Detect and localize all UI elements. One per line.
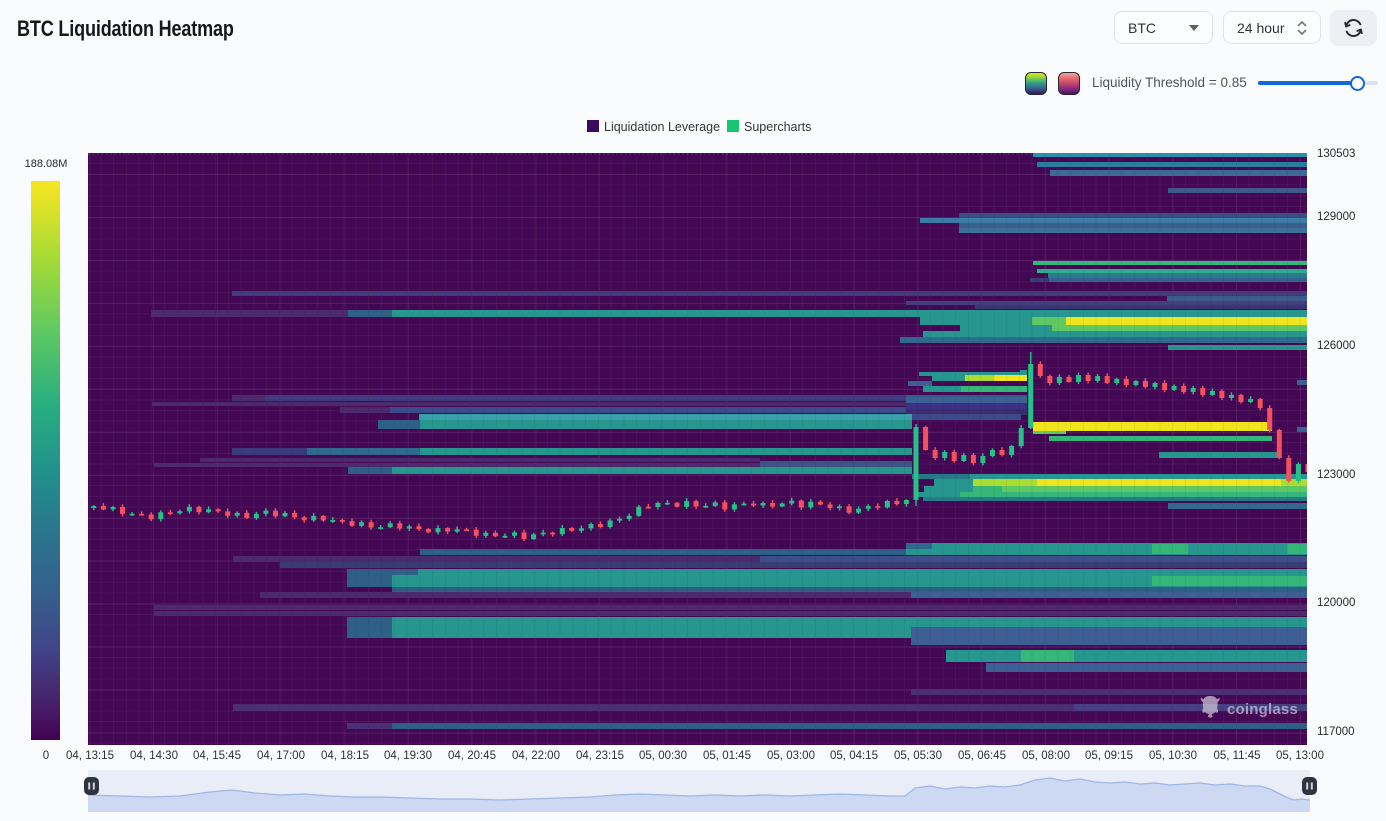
svg-text:coinglass: coinglass (1227, 701, 1298, 718)
